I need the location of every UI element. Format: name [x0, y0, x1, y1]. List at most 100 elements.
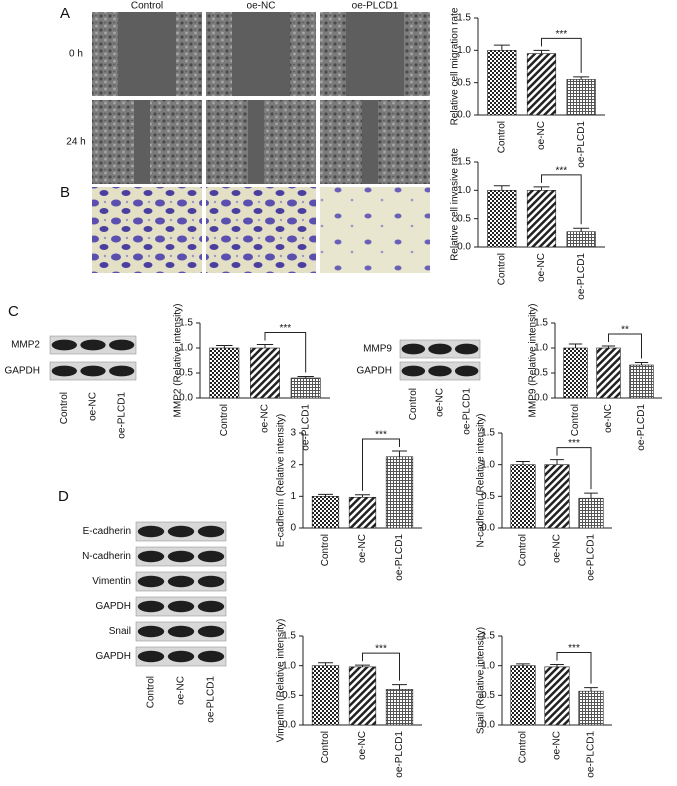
column-label: oe-PLCD1 [352, 1, 399, 12]
error-bar [256, 344, 274, 348]
bar [629, 364, 654, 399]
significance-label: *** [279, 323, 291, 334]
significance-bracket [608, 333, 642, 359]
x-tick-label: oe-NC [357, 534, 368, 563]
blot-row-label: GAPDH [4, 366, 40, 377]
error-bar [216, 345, 233, 348]
bar [348, 666, 377, 726]
y-tick-label: 1.0 [481, 660, 495, 671]
column-label: oe-NC [247, 1, 276, 12]
error-bar [634, 362, 649, 365]
blot-lane-label: oe-NC [88, 392, 99, 421]
blot-band [167, 600, 195, 613]
blot-band [197, 550, 225, 563]
error-bar [493, 185, 510, 191]
bar [578, 690, 604, 726]
wound-gap [118, 12, 176, 96]
y-tick-label: 1.0 [457, 185, 471, 196]
y-axis-label: MMP2 (Relative intensity) [173, 304, 184, 418]
y-tick-label: 0.0 [457, 110, 471, 121]
panel-label: B [60, 184, 70, 201]
y-tick-label: 1.0 [179, 343, 193, 354]
y-tick-label: 0.5 [282, 690, 296, 701]
x-tick-label: oe-NC [536, 121, 547, 150]
y-tick-label: 1.0 [481, 459, 495, 470]
blot-band [401, 365, 426, 377]
significance-bracket [541, 37, 582, 73]
bar [487, 50, 517, 116]
row-label: 0 h [69, 49, 83, 60]
x-tick-label: Control [320, 534, 331, 566]
x-tick-label: oe-PLCD1 [394, 731, 405, 778]
blot-band [137, 525, 165, 538]
error-bar [392, 684, 407, 690]
blot-band [137, 575, 165, 588]
blot-band [454, 343, 479, 355]
y-tick-label: 1.5 [457, 157, 471, 168]
y-tick-label: 0.5 [179, 368, 193, 379]
wound-gap [248, 100, 264, 184]
y-axis-label: Snail (Relative intensity) [476, 627, 487, 734]
y-tick-label: 0.0 [282, 720, 296, 731]
bar [526, 190, 557, 248]
y-tick-label: 0.5 [481, 690, 495, 701]
wound-gap [232, 12, 290, 96]
column-label: Control [131, 1, 163, 12]
error-bar [573, 76, 590, 80]
blot-band [401, 343, 426, 355]
blot-row-label: GAPDH [95, 601, 131, 612]
x-tick-label: oe-NC [357, 731, 368, 760]
bar [544, 666, 570, 726]
error-bar [355, 664, 370, 667]
error-bar [568, 343, 583, 348]
error-bar [550, 459, 564, 465]
blot-band [197, 625, 225, 638]
significance-label: *** [375, 430, 387, 441]
panel-label: A [60, 5, 70, 22]
y-tick-label: 1.5 [481, 631, 495, 642]
y-tick-label: 0.0 [481, 523, 495, 534]
significance-label: ** [621, 325, 629, 336]
bar [311, 496, 340, 529]
x-tick-label: Control [496, 253, 507, 285]
blot-band [197, 650, 225, 663]
blot-lane-label: oe-NC [176, 676, 187, 705]
y-tick-label: 1 [290, 491, 296, 502]
error-bar [318, 662, 333, 666]
y-tick-label: 0.5 [481, 491, 495, 502]
y-tick-label: 1.0 [282, 660, 296, 671]
bar [348, 496, 377, 529]
x-tick-label: oe-NC [603, 404, 614, 433]
blot-band [51, 339, 77, 351]
y-tick-label: 0.5 [534, 368, 548, 379]
error-bar [493, 44, 510, 51]
blot-band [137, 650, 165, 663]
x-tick-label: oe-PLCD1 [300, 404, 311, 451]
bar [563, 347, 588, 399]
error-bar [533, 49, 550, 54]
bar [578, 497, 604, 529]
bar [487, 190, 517, 248]
blot-row-label: Snail [109, 626, 131, 637]
y-tick-label: 1.0 [457, 45, 471, 56]
bar [311, 665, 340, 726]
error-bar [584, 492, 598, 499]
panel-label: D [58, 488, 69, 505]
wound-gap [362, 100, 378, 184]
blot-band [167, 525, 195, 538]
y-tick-label: 1.5 [457, 13, 471, 24]
x-tick-label: Control [518, 731, 529, 763]
significance-bracket [264, 332, 307, 373]
row-label: 24 h [66, 137, 85, 148]
x-tick-label: oe-PLCD1 [576, 121, 587, 168]
blot-lane-label: Control [59, 392, 70, 424]
blot-row-label: MMP9 [363, 344, 392, 355]
y-tick-label: 1.5 [481, 428, 495, 439]
blot-band [454, 365, 479, 377]
x-tick-label: oe-NC [552, 534, 563, 563]
x-tick-label: Control [496, 121, 507, 153]
y-tick-label: 1.0 [534, 343, 548, 354]
blot-lane-label: oe-PLCD1 [461, 388, 472, 435]
y-tick-label: 0 [290, 523, 296, 534]
